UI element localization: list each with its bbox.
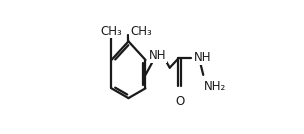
Text: NH₂: NH₂ — [204, 80, 226, 93]
Text: CH₃: CH₃ — [100, 25, 122, 38]
Text: NH: NH — [193, 51, 211, 64]
Text: CH₃: CH₃ — [130, 25, 152, 38]
Text: O: O — [175, 95, 185, 108]
Text: NH: NH — [149, 49, 166, 62]
